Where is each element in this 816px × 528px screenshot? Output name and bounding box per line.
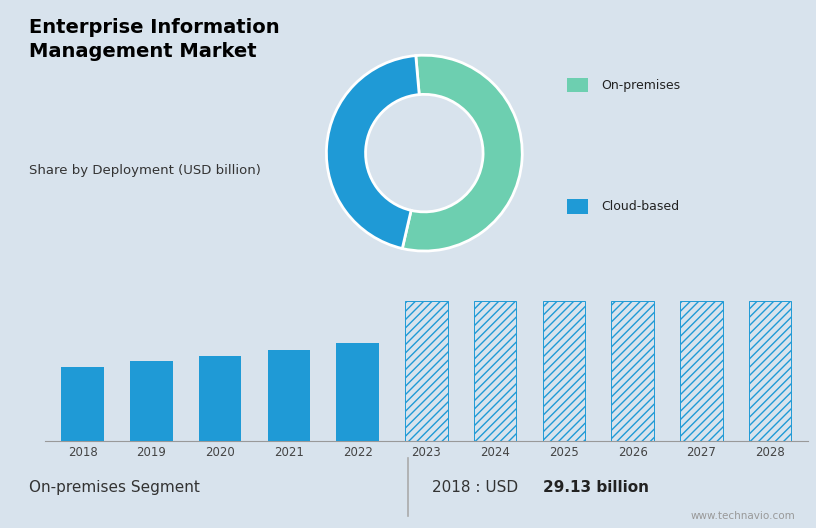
Text: Cloud-based: Cloud-based xyxy=(601,200,679,213)
Bar xyxy=(611,301,654,441)
Text: 2018 : USD: 2018 : USD xyxy=(432,479,524,495)
Bar xyxy=(199,356,242,441)
Text: On-premises Segment: On-premises Segment xyxy=(29,479,199,495)
Text: On-premises: On-premises xyxy=(601,79,681,92)
Bar xyxy=(543,301,585,441)
Wedge shape xyxy=(402,55,522,251)
Bar xyxy=(405,301,448,441)
Wedge shape xyxy=(326,55,419,249)
Bar xyxy=(268,350,310,441)
Bar xyxy=(749,301,792,441)
Text: Enterprise Information
Management Market: Enterprise Information Management Market xyxy=(29,18,279,61)
Bar xyxy=(567,199,588,214)
Text: www.technavio.com: www.technavio.com xyxy=(691,512,796,522)
Bar xyxy=(336,343,379,441)
Bar xyxy=(61,367,104,441)
Bar xyxy=(680,301,723,441)
Bar xyxy=(474,301,517,441)
Text: 29.13 billion: 29.13 billion xyxy=(543,479,649,495)
Bar xyxy=(130,361,173,441)
Text: Share by Deployment (USD billion): Share by Deployment (USD billion) xyxy=(29,164,260,177)
Bar xyxy=(567,78,588,92)
